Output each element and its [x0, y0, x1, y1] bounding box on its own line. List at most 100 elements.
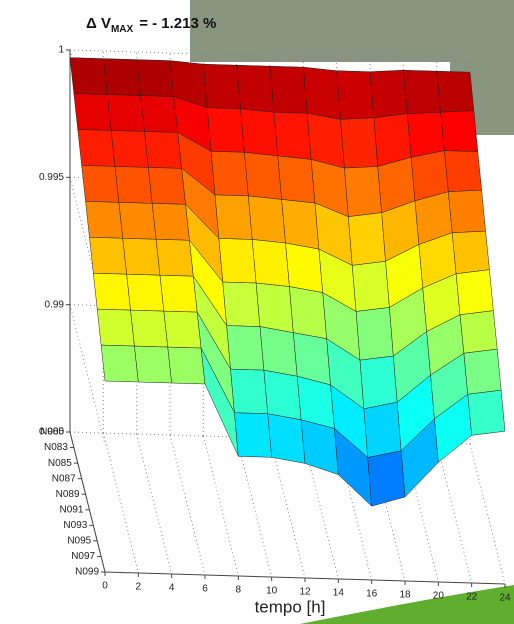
surface-patch — [244, 152, 281, 199]
grid-line — [203, 436, 238, 576]
surface-patch — [264, 370, 301, 420]
surface-patch — [303, 67, 340, 119]
x-axis-label: tempo [h] — [255, 597, 326, 616]
z-tick-label: 1 — [58, 45, 64, 56]
x-tick-label: 24 — [499, 593, 511, 604]
surface-patch — [74, 94, 111, 131]
x-tick-label: 12 — [299, 587, 311, 598]
surface-patch — [160, 275, 197, 312]
surface-patch — [227, 326, 264, 371]
surface-patch — [270, 66, 307, 113]
surface-patch — [148, 167, 185, 204]
surface-patch — [460, 311, 497, 354]
surface-patch — [289, 287, 326, 339]
grid-line — [437, 443, 472, 583]
x-tick-label: 16 — [366, 589, 378, 600]
chart: Δ VMAX= - 1.213 % tempo [h] 0.9850.990.9… — [0, 0, 514, 624]
surface-patch — [403, 70, 440, 114]
surface-patch — [452, 231, 489, 274]
surface-patch — [278, 156, 315, 203]
surface-patch — [223, 282, 260, 327]
grid-line — [237, 437, 272, 577]
surface-patch — [115, 166, 152, 203]
surface-patch — [89, 237, 126, 274]
surface-patch — [168, 347, 205, 384]
x-tick-label: 6 — [202, 584, 208, 595]
surface-patch — [111, 130, 148, 167]
page: Δ VMAX= - 1.213 % tempo [h] 0.9850.990.9… — [0, 0, 514, 624]
title-main: Δ V — [86, 15, 111, 32]
surface-patch — [234, 413, 271, 458]
surface-patch — [231, 369, 268, 414]
surface-patch — [441, 111, 478, 152]
surface-patch — [219, 238, 256, 283]
title-rest: = - 1.213 % — [139, 15, 216, 32]
surface-patch — [248, 196, 285, 243]
surface-patch — [86, 201, 123, 238]
surface-patch — [93, 273, 130, 310]
x-tick-label: 0 — [102, 581, 108, 592]
grid-line — [137, 434, 172, 574]
surface-patch — [123, 238, 160, 275]
surface-patch — [407, 112, 444, 157]
surface-patch — [341, 118, 378, 168]
chart-title: Δ VMAX= - 1.213 % — [86, 15, 216, 35]
surface-patch — [211, 151, 248, 196]
surface-patch — [82, 165, 119, 202]
surface-patch — [241, 109, 278, 156]
surface-patch — [103, 59, 140, 96]
surface-patch — [374, 114, 411, 167]
surface-patch — [268, 414, 305, 464]
surface-patch — [134, 346, 171, 383]
surface-patch — [215, 195, 252, 240]
surface-patch — [468, 390, 505, 435]
x-tick-label: 22 — [466, 592, 478, 603]
surface-patch — [356, 307, 393, 360]
surface-patch — [286, 243, 323, 293]
surface-patch — [119, 202, 156, 239]
surface-patch — [301, 420, 338, 475]
y-tick-label: N095 — [67, 536, 91, 547]
surface-patch — [456, 270, 493, 315]
surface-patch — [260, 327, 297, 377]
surface-patch — [368, 451, 405, 506]
y-tick-label: N097 — [71, 551, 95, 562]
grid-line — [170, 435, 205, 575]
grid-line — [103, 433, 138, 573]
surface-patch — [348, 213, 385, 266]
x-tick-label: 4 — [169, 583, 175, 594]
surface-patch — [370, 70, 407, 118]
surface-patch — [203, 64, 240, 109]
surface-patch — [156, 239, 193, 276]
surface-patch — [252, 239, 289, 286]
y-tick-label: N093 — [63, 520, 87, 531]
x-tick-label: 14 — [333, 588, 345, 599]
y-tick-label: N087 — [52, 473, 76, 484]
surface-patch — [164, 311, 201, 348]
surface-patch — [152, 203, 189, 240]
surface-patch — [364, 402, 401, 457]
surface-patch — [256, 283, 293, 333]
surface-patch — [337, 71, 374, 120]
x-tick-label: 10 — [266, 586, 278, 597]
x-tick-label: 18 — [399, 590, 411, 601]
y-tick-label: N085 — [48, 458, 72, 469]
surface-patch — [448, 190, 485, 233]
surface-patch — [78, 129, 115, 166]
z-tick-label: 0.995 — [39, 172, 64, 183]
surface-patch — [352, 261, 389, 311]
surface-patch — [464, 349, 501, 394]
surface-patch — [70, 58, 107, 95]
surface-patch — [360, 356, 397, 409]
surface-patch — [444, 151, 481, 192]
surface-patch — [144, 131, 181, 168]
surface-patch — [127, 274, 164, 311]
x-tick-label: 2 — [136, 582, 142, 593]
surface-patch — [282, 199, 319, 249]
grid-line — [470, 444, 505, 584]
surface-patch — [141, 96, 178, 133]
surface-patch — [344, 167, 381, 217]
y-tick-label: N000 — [40, 427, 64, 438]
x-tick-label: 20 — [433, 591, 445, 602]
surface-patch — [131, 310, 168, 347]
